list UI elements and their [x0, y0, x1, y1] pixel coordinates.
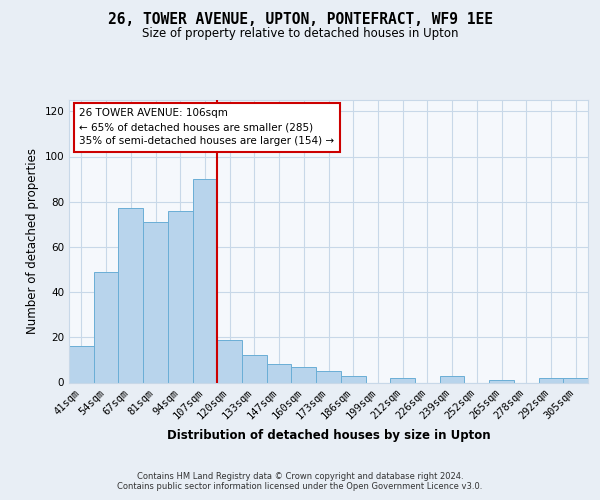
Bar [440, 376, 464, 382]
Bar [94, 272, 118, 382]
Y-axis label: Number of detached properties: Number of detached properties [26, 148, 39, 334]
Bar [168, 210, 193, 382]
Bar [267, 364, 292, 382]
Bar [69, 346, 94, 382]
Text: Contains HM Land Registry data © Crown copyright and database right 2024.: Contains HM Land Registry data © Crown c… [137, 472, 463, 481]
Bar [341, 376, 365, 382]
Bar [292, 366, 316, 382]
Bar [316, 371, 341, 382]
Text: Size of property relative to detached houses in Upton: Size of property relative to detached ho… [142, 28, 458, 40]
Bar [563, 378, 588, 382]
Bar [539, 378, 563, 382]
Bar [193, 179, 217, 382]
Text: 26, TOWER AVENUE, UPTON, PONTEFRACT, WF9 1EE: 26, TOWER AVENUE, UPTON, PONTEFRACT, WF9… [107, 12, 493, 28]
Text: 26 TOWER AVENUE: 106sqm
← 65% of detached houses are smaller (285)
35% of semi-d: 26 TOWER AVENUE: 106sqm ← 65% of detache… [79, 108, 335, 146]
X-axis label: Distribution of detached houses by size in Upton: Distribution of detached houses by size … [167, 430, 490, 442]
Bar [489, 380, 514, 382]
Bar [118, 208, 143, 382]
Bar [143, 222, 168, 382]
Bar [390, 378, 415, 382]
Bar [242, 356, 267, 382]
Text: Contains public sector information licensed under the Open Government Licence v3: Contains public sector information licen… [118, 482, 482, 491]
Bar [217, 340, 242, 382]
